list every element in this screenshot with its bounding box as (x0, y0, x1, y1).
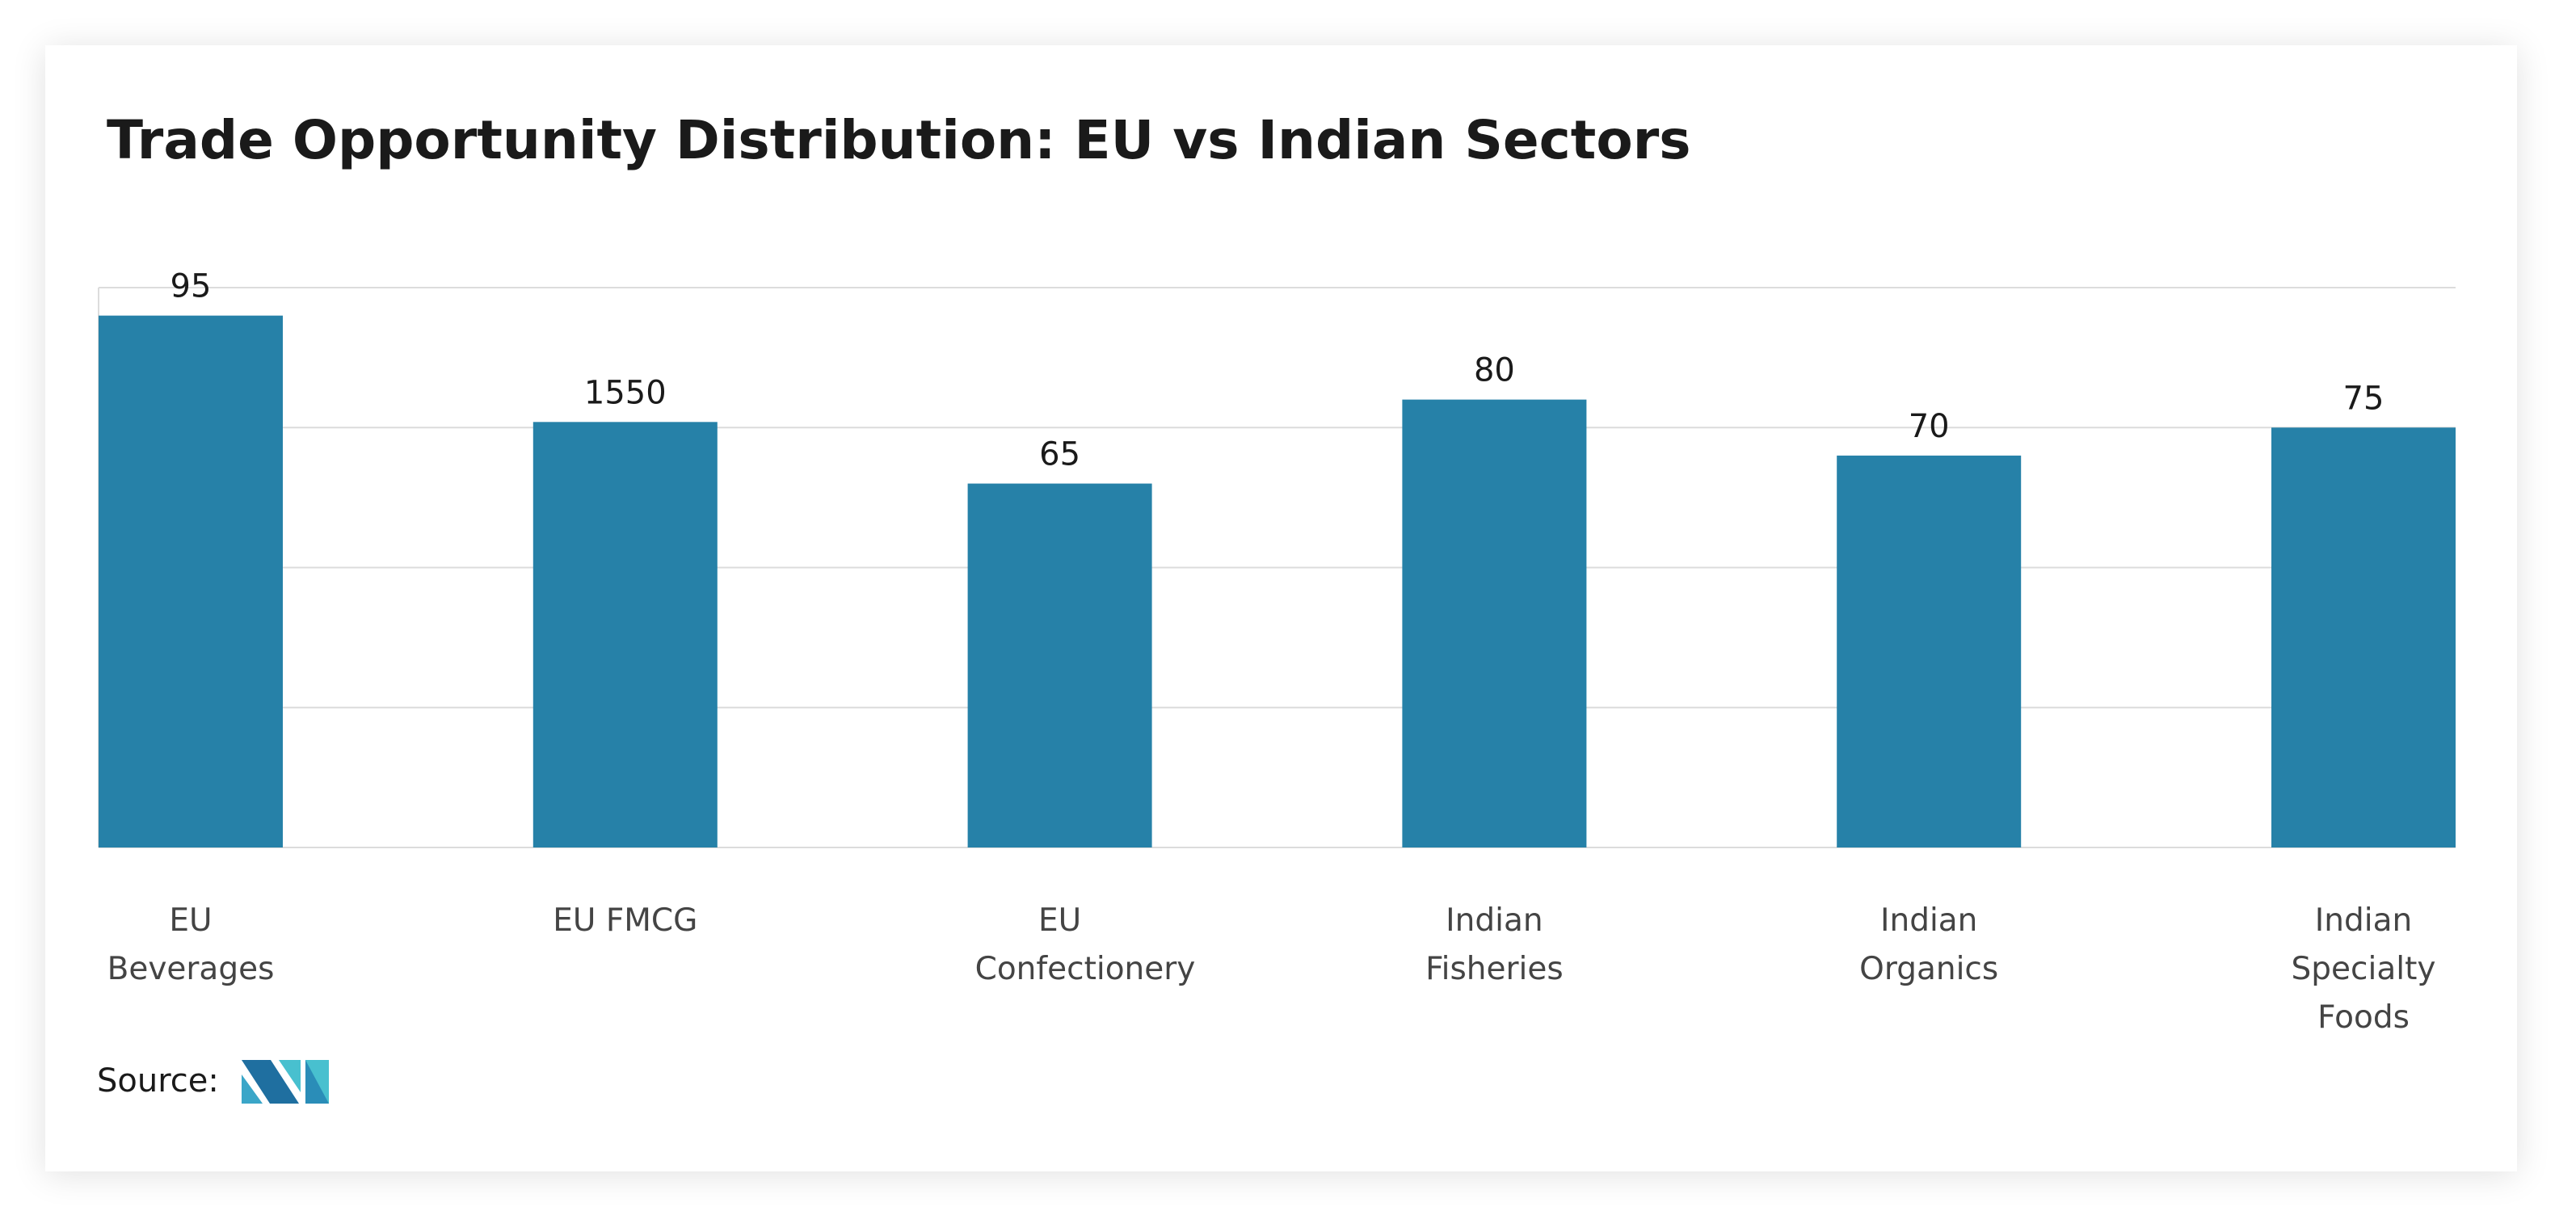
bar (532, 422, 718, 847)
x-tick-label: EU Beverages (107, 902, 275, 987)
source-logo (242, 1060, 329, 1104)
value-label: 95 (170, 268, 212, 305)
card (45, 45, 2517, 1171)
logo-shape (242, 1060, 299, 1104)
x-tick-label: EU Confectionery (974, 902, 1196, 987)
bar (99, 315, 283, 847)
source-label: Source: (97, 1062, 219, 1100)
bar (2271, 427, 2456, 847)
value-label: 65 (1039, 436, 1080, 473)
bar (967, 483, 1152, 847)
logo-shape (279, 1060, 301, 1092)
logo-shape (305, 1060, 329, 1104)
value-label: 1550 (584, 374, 667, 411)
x-tick-label: Indian Organics (1859, 902, 1999, 987)
value-label: 75 (2343, 380, 2384, 417)
x-tick-label: Indian Fisheries (1425, 902, 1564, 987)
logo-shape (242, 1074, 263, 1104)
bar (1837, 455, 2022, 847)
x-tick-label: Indian Specialty Foods (2291, 902, 2436, 1036)
bar (1402, 399, 1587, 848)
value-label: 70 (1909, 408, 1950, 445)
x-tick-label: EU FMCG (553, 902, 698, 939)
value-label: 80 (1474, 352, 1515, 389)
chart-title: Trade Opportunity Distribution: EU vs In… (107, 109, 1691, 171)
